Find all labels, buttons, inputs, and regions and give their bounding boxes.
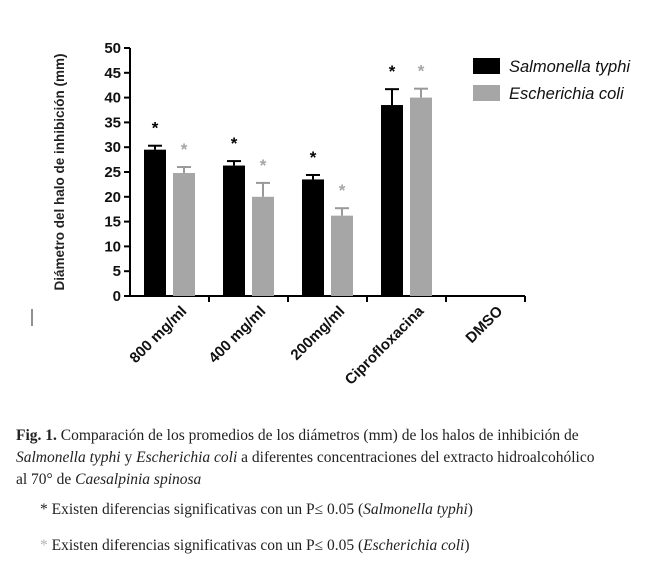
note-star-grey: * bbox=[40, 537, 48, 554]
bar bbox=[252, 196, 274, 296]
y-tick-label: 35 bbox=[104, 114, 121, 131]
significance-note-ecoli: * Existen diferencias significativas con… bbox=[40, 537, 470, 555]
y-tick-label: 0 bbox=[113, 288, 121, 305]
caption-line3: al 70° de bbox=[16, 471, 72, 488]
significance-marker: * bbox=[310, 148, 317, 167]
y-tick-label: 50 bbox=[104, 40, 121, 57]
significance-marker: * bbox=[418, 62, 425, 81]
significance-marker: * bbox=[152, 119, 159, 138]
caption-line2: a diferentes concentraciones del extract… bbox=[241, 449, 595, 466]
bar-chart: Diámetro del halo de inhibición (mm) 0 5 1… bbox=[31, 40, 631, 389]
y-axis: 0 5 10 15 20 25 30 35 40 45 50 bbox=[104, 40, 131, 305]
y-tick-label: 10 bbox=[104, 238, 121, 255]
y-tick-label: 25 bbox=[104, 164, 121, 181]
bars-group: * * * * * * * * bbox=[144, 62, 432, 296]
legend-swatch bbox=[473, 85, 500, 101]
x-axis: 800 mg/ml 400 mg/ml 200mg/mlCiprofloxacina… bbox=[126, 295, 526, 389]
legend: Salmonella typhi Escherichia coli bbox=[473, 58, 631, 103]
x-tick-label: 400 mg/ml bbox=[205, 303, 269, 367]
note-star-black: * bbox=[40, 501, 48, 518]
note-species: Salmonella typhi bbox=[363, 501, 468, 518]
x-tick-label: 200mg/ml bbox=[287, 303, 348, 364]
bar bbox=[223, 165, 245, 296]
significance-note-salmonella: * Existen diferencias significativas con… bbox=[40, 501, 473, 519]
significance-marker: * bbox=[231, 134, 238, 153]
caption-line1: Comparación de los promedios de los diám… bbox=[60, 427, 579, 444]
bar bbox=[331, 215, 353, 296]
bar bbox=[381, 105, 403, 296]
legend-swatch bbox=[473, 58, 500, 74]
significance-marker: * bbox=[181, 140, 188, 159]
note-text: Existen diferencias significativas con u… bbox=[51, 537, 364, 554]
note-species: Escherichia coli bbox=[363, 537, 465, 554]
caption-species1: Salmonella typhi bbox=[16, 449, 121, 466]
figure-label: Fig. 1. bbox=[16, 427, 57, 444]
x-tick-label: 800 mg/ml bbox=[126, 303, 190, 367]
y-tick-label: 45 bbox=[104, 65, 121, 82]
note-text: Existen diferencias significativas con u… bbox=[51, 501, 364, 518]
y-tick-label: 20 bbox=[104, 189, 121, 206]
caption-plant: Caesalpinia spinosa bbox=[75, 471, 202, 488]
legend-label: Salmonella typhi bbox=[509, 58, 631, 76]
significance-marker: * bbox=[260, 156, 267, 175]
note-close: ) bbox=[464, 537, 470, 554]
significance-marker: * bbox=[389, 62, 396, 81]
figure-caption: Fig. 1. Comparación de los promedios de … bbox=[16, 425, 668, 491]
legend-label: Escherichia coli bbox=[509, 85, 625, 103]
note-close: ) bbox=[467, 501, 473, 518]
significance-marker: * bbox=[339, 181, 346, 200]
y-tick-label: 30 bbox=[104, 139, 121, 156]
y-tick-label: 5 bbox=[113, 263, 121, 280]
bar bbox=[410, 97, 432, 296]
bar bbox=[144, 149, 166, 296]
x-tick-label: DMSO bbox=[462, 303, 506, 347]
y-tick-label: 40 bbox=[104, 90, 121, 107]
bar bbox=[302, 179, 324, 296]
caption-and: y bbox=[124, 449, 133, 466]
bar bbox=[173, 172, 195, 296]
y-axis-label: Diámetro del halo de inhibición (mm) bbox=[52, 53, 67, 290]
y-tick-label: 15 bbox=[104, 214, 121, 231]
caption-species2: Escherichia coli bbox=[136, 449, 238, 466]
x-tick-label: Ciprofloxacina bbox=[342, 302, 428, 388]
